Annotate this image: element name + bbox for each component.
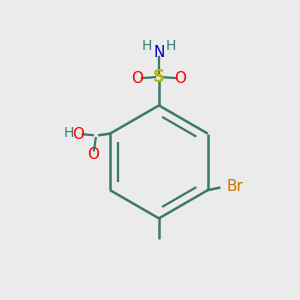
Text: O: O xyxy=(131,70,143,86)
Text: H: H xyxy=(141,39,152,53)
Text: O: O xyxy=(87,147,99,162)
Text: H: H xyxy=(64,126,74,140)
Text: N: N xyxy=(153,45,165,60)
Text: Br: Br xyxy=(226,179,243,194)
Text: H: H xyxy=(166,39,176,53)
Text: O: O xyxy=(174,70,186,86)
Text: S: S xyxy=(153,68,165,86)
Text: O: O xyxy=(73,127,85,142)
